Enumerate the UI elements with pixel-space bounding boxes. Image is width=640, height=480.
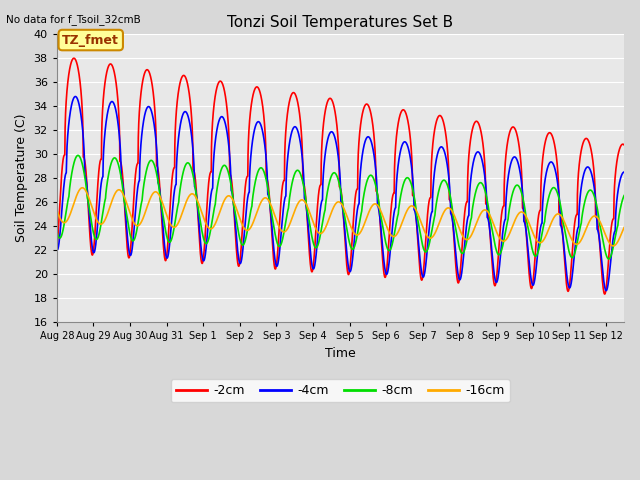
-4cm xyxy=(270,245,278,251)
Line: -4cm: -4cm xyxy=(57,96,624,290)
-2cm xyxy=(520,206,527,212)
-8cm xyxy=(605,256,612,262)
-16cm xyxy=(53,207,61,213)
-8cm xyxy=(53,228,61,234)
Line: -2cm: -2cm xyxy=(57,58,624,294)
-4cm xyxy=(53,247,61,252)
-4cm xyxy=(394,172,401,178)
Line: -16cm: -16cm xyxy=(57,188,624,246)
Text: No data for f_Tsoil_32cmB: No data for f_Tsoil_32cmB xyxy=(6,14,141,25)
-2cm xyxy=(156,187,164,193)
X-axis label: Time: Time xyxy=(325,347,356,360)
-8cm xyxy=(520,197,527,203)
-16cm xyxy=(79,185,86,191)
-16cm xyxy=(520,210,527,216)
-16cm xyxy=(394,231,401,237)
-16cm xyxy=(270,209,278,215)
Legend: -2cm, -4cm, -8cm, -16cm: -2cm, -4cm, -8cm, -16cm xyxy=(171,379,510,402)
-2cm xyxy=(270,257,278,263)
-8cm xyxy=(156,193,164,199)
-2cm xyxy=(476,125,484,131)
-2cm xyxy=(422,236,429,241)
-8cm xyxy=(476,180,484,186)
-8cm xyxy=(270,223,278,228)
-16cm xyxy=(620,225,628,230)
-4cm xyxy=(476,152,484,157)
-4cm xyxy=(520,200,527,206)
-2cm xyxy=(601,291,609,297)
-8cm xyxy=(620,193,628,199)
-4cm xyxy=(422,261,429,267)
Title: Tonzi Soil Temperatures Set B: Tonzi Soil Temperatures Set B xyxy=(227,15,454,30)
-8cm xyxy=(74,153,82,158)
-4cm xyxy=(156,190,164,195)
-16cm xyxy=(609,243,617,249)
-4cm xyxy=(72,94,79,99)
Text: TZ_fmet: TZ_fmet xyxy=(62,34,119,47)
Line: -8cm: -8cm xyxy=(57,156,624,259)
-8cm xyxy=(422,249,429,255)
-16cm xyxy=(156,194,164,200)
-16cm xyxy=(422,231,429,237)
-2cm xyxy=(620,142,628,148)
Y-axis label: Soil Temperature (C): Soil Temperature (C) xyxy=(15,114,28,242)
-4cm xyxy=(602,288,610,293)
-4cm xyxy=(620,169,628,175)
-2cm xyxy=(53,245,61,251)
-8cm xyxy=(394,216,401,221)
-2cm xyxy=(394,128,401,133)
-2cm xyxy=(70,55,77,61)
-16cm xyxy=(476,212,484,217)
